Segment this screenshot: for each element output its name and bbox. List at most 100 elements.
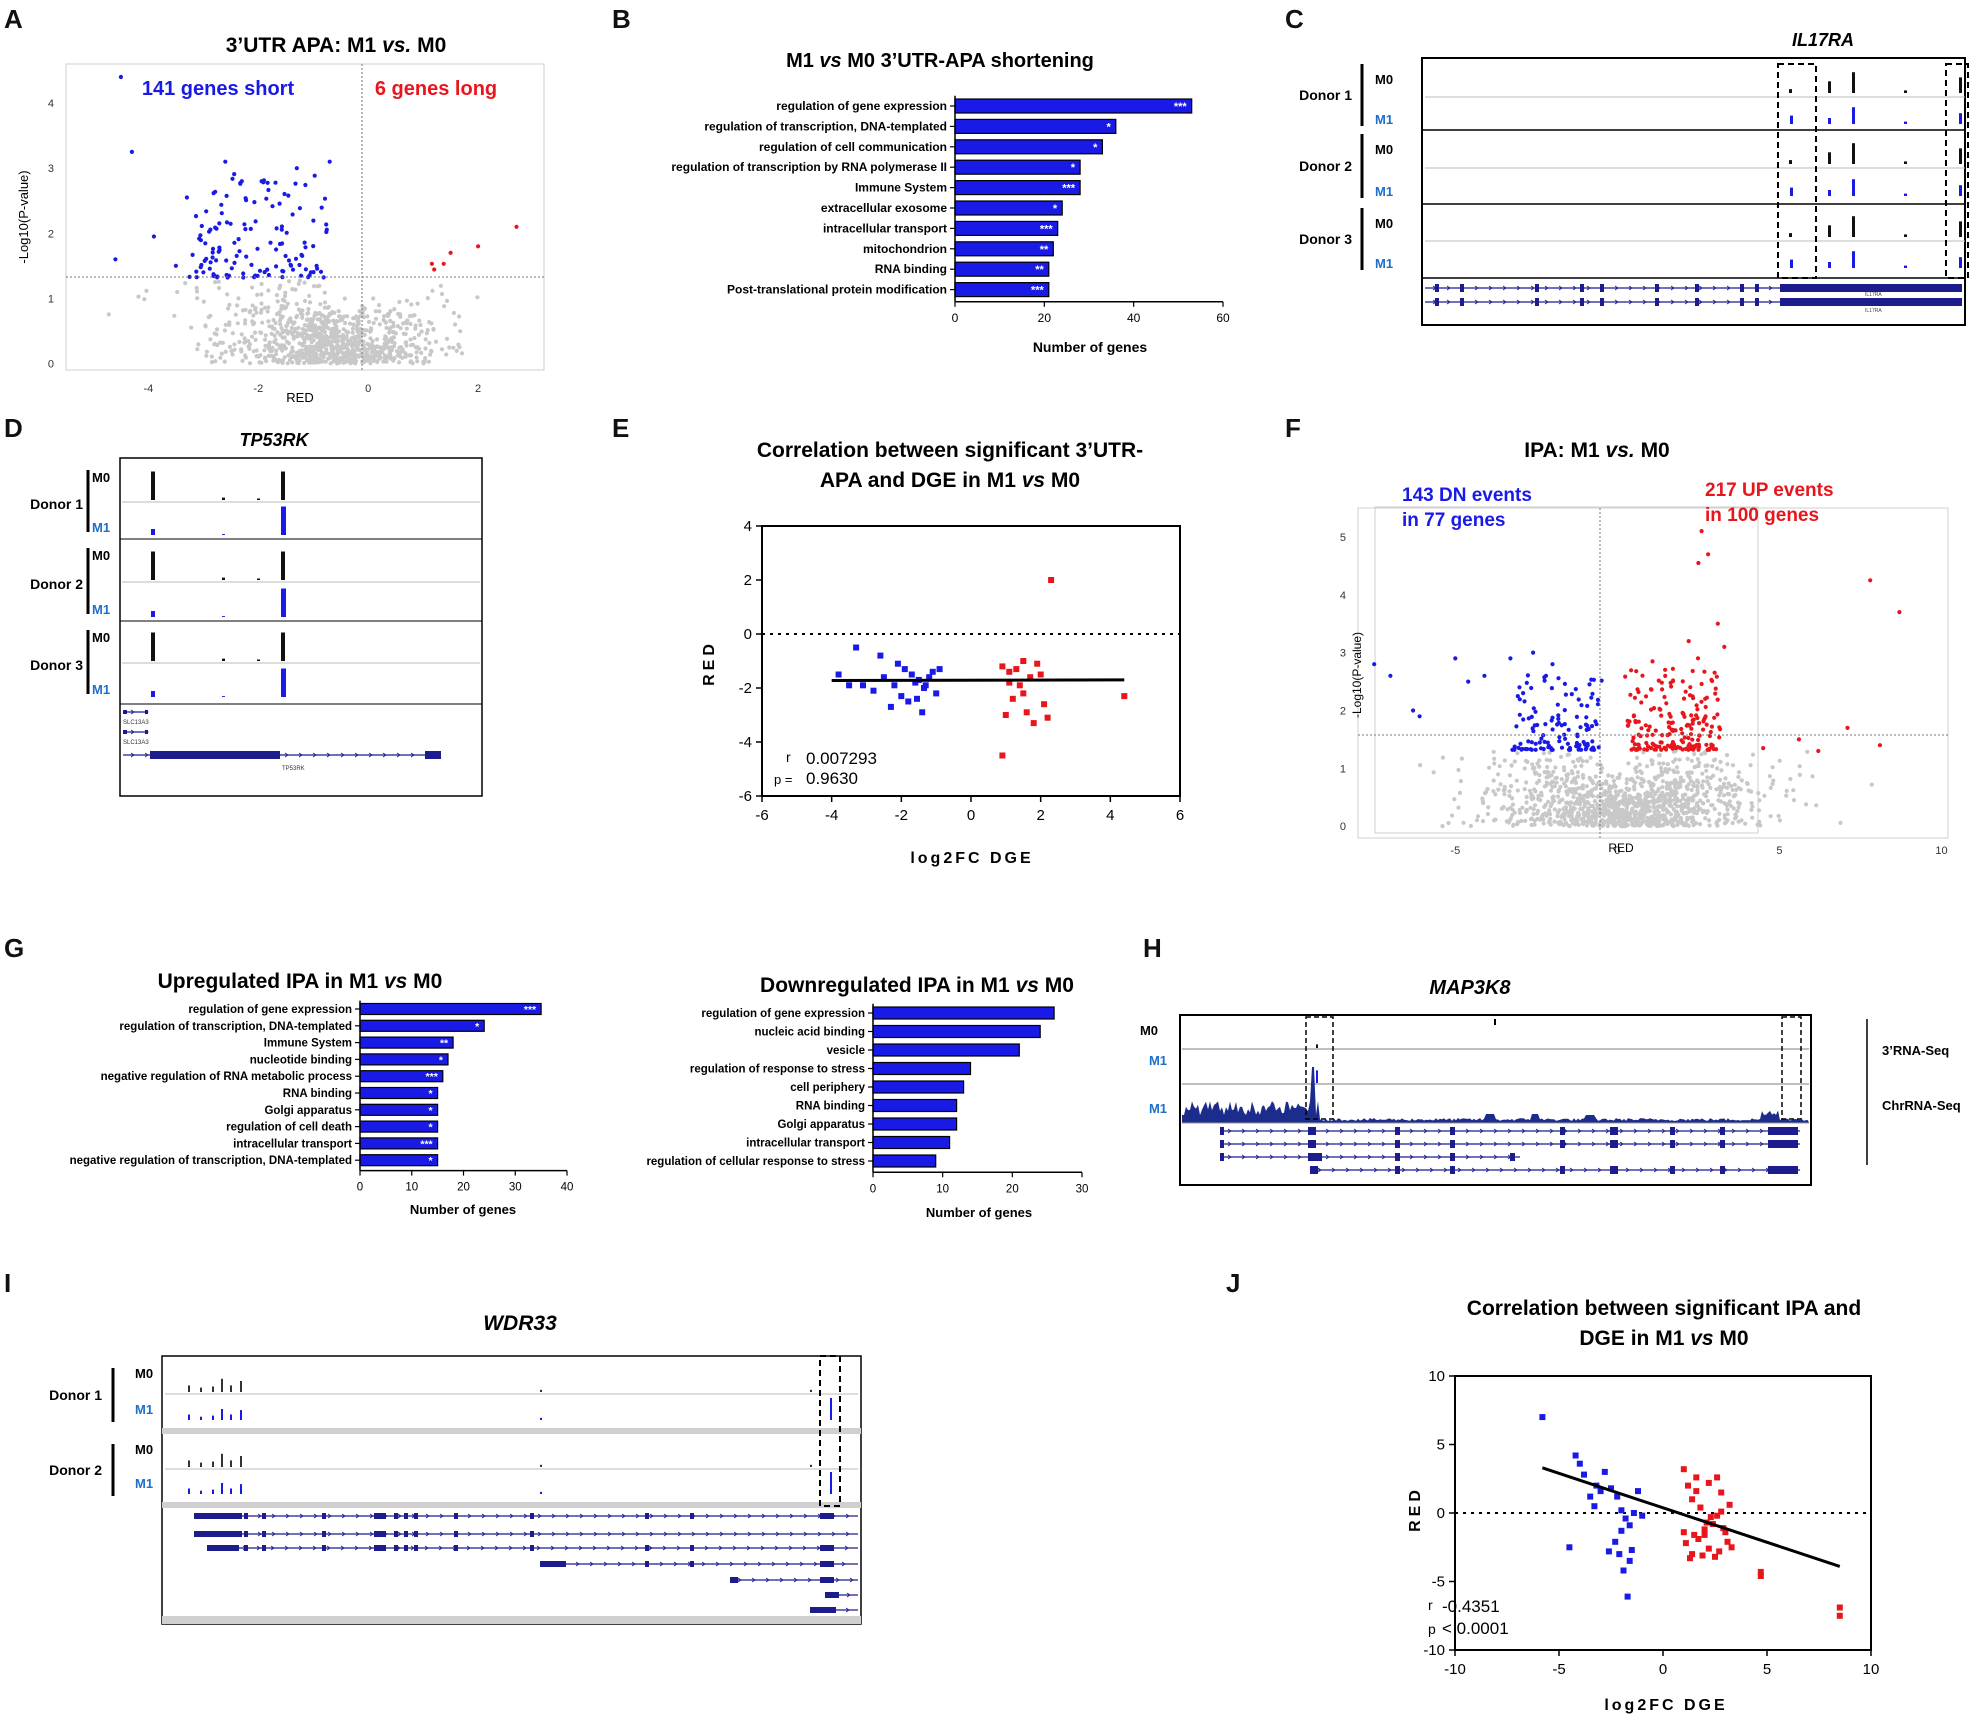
red-point xyxy=(1712,670,1717,675)
strand-arrow xyxy=(397,1513,402,1519)
gray-point xyxy=(1797,772,1802,777)
red-point xyxy=(432,267,437,272)
red-point xyxy=(1651,742,1657,748)
strand-arrow xyxy=(1647,1141,1652,1147)
gray-point xyxy=(214,327,220,332)
red-point xyxy=(1836,1612,1843,1619)
gray-point xyxy=(1634,818,1640,823)
red-point xyxy=(1629,668,1634,673)
strand-arrow xyxy=(327,1513,332,1519)
gray-point xyxy=(1555,794,1561,799)
blue-point xyxy=(1518,741,1523,746)
gray-point xyxy=(353,360,358,365)
strand-arrow xyxy=(285,1531,290,1537)
red-point xyxy=(1680,731,1685,736)
y-tick-label: -10 xyxy=(1423,1642,1445,1659)
m0-peak xyxy=(188,1385,190,1392)
significance-stars: *** xyxy=(420,1138,433,1150)
strand-arrow xyxy=(1367,1141,1372,1147)
gray-point xyxy=(1698,822,1703,827)
significance-stars: *** xyxy=(1031,285,1045,297)
gray-point xyxy=(1678,815,1683,821)
gray-point xyxy=(285,361,290,366)
gray-point xyxy=(305,349,310,354)
category-label: regulation of gene expression xyxy=(701,1008,865,1020)
gray-point xyxy=(1748,763,1753,768)
blue-point xyxy=(290,267,296,272)
gray-point xyxy=(290,287,295,292)
blue-point xyxy=(279,224,284,229)
red-point xyxy=(1712,1553,1718,1560)
x-tick-label: 40 xyxy=(1127,311,1141,325)
strand-arrow xyxy=(774,1545,779,1551)
red-point xyxy=(1708,729,1713,735)
gray-point xyxy=(1595,806,1600,811)
gray-point xyxy=(144,288,149,293)
gray-point xyxy=(1574,819,1579,824)
gray-point xyxy=(345,338,350,343)
blue-point xyxy=(1531,650,1536,655)
gray-point xyxy=(1558,754,1564,759)
gray-point xyxy=(1664,784,1669,789)
gray-point xyxy=(1708,785,1713,791)
gray-point xyxy=(253,306,258,311)
gray-point xyxy=(1718,799,1723,804)
blue-point xyxy=(1557,735,1562,740)
gray-point xyxy=(298,308,303,313)
gray-point xyxy=(1579,798,1584,803)
panel-label-b: B xyxy=(612,4,631,34)
exon xyxy=(1768,1127,1798,1135)
gray-point xyxy=(1643,805,1648,810)
exon xyxy=(244,1513,248,1519)
strand-arrow xyxy=(480,1545,485,1551)
blue-point xyxy=(129,149,134,154)
strand-arrow xyxy=(396,752,401,758)
donor-label: Donor 1 xyxy=(1299,87,1352,103)
strand-arrow xyxy=(312,752,317,758)
blue-point xyxy=(319,205,324,210)
gray-point xyxy=(330,339,335,344)
exon xyxy=(123,730,127,734)
gray-point xyxy=(286,279,292,284)
panel-label-i: I xyxy=(4,1268,12,1298)
gray-point xyxy=(266,319,271,324)
significance-stars: * xyxy=(1093,142,1098,154)
m0-peak xyxy=(1959,221,1962,237)
gray-point xyxy=(1701,792,1707,797)
strand-arrow xyxy=(663,1531,668,1537)
gray-point xyxy=(1564,789,1569,794)
red-point xyxy=(1715,712,1720,717)
blue-point xyxy=(1597,1488,1604,1495)
gray-point xyxy=(323,359,328,364)
strand-arrow xyxy=(509,1513,514,1519)
gray-point xyxy=(1651,805,1656,810)
category-label: nucleic acid binding xyxy=(754,1027,865,1039)
strand-arrow xyxy=(1474,299,1479,305)
m1-peak xyxy=(212,1489,214,1494)
strand-arrow xyxy=(607,1513,612,1519)
gray-point xyxy=(331,351,336,356)
gray-point xyxy=(259,292,264,297)
exon xyxy=(1308,1127,1316,1135)
gray-point xyxy=(1638,781,1643,786)
gray-point xyxy=(391,320,396,325)
strand-arrow xyxy=(327,1531,332,1537)
gray-point xyxy=(251,322,256,327)
gray-point xyxy=(408,321,413,326)
blue-point xyxy=(1566,1544,1573,1551)
gray-point xyxy=(1704,810,1709,816)
gene-label-small: TP53RK xyxy=(282,766,305,772)
gray-point xyxy=(1550,797,1556,803)
gray-point xyxy=(1610,821,1615,827)
gray-point xyxy=(357,353,362,358)
bar xyxy=(359,1120,439,1133)
exon xyxy=(1395,1153,1400,1161)
gray-point xyxy=(275,342,280,347)
strand-arrow xyxy=(1283,1141,1288,1147)
m0-peak xyxy=(151,471,155,500)
exon xyxy=(454,1545,458,1551)
red-point xyxy=(1030,720,1037,727)
y-tick-label: -4 xyxy=(739,734,752,751)
panel-c-highlight-box-2 xyxy=(1945,63,1969,279)
